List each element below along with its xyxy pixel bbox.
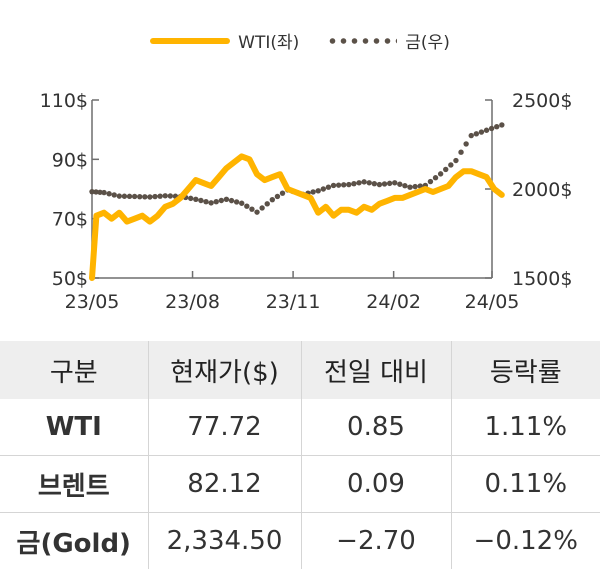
gold-series-point xyxy=(428,179,433,184)
gold-series-point xyxy=(254,209,259,214)
header-change: 전일 대비 xyxy=(301,341,451,399)
gold-series-point xyxy=(336,182,341,187)
gold-series-point xyxy=(280,190,285,195)
gold-series-point xyxy=(229,198,234,203)
gold-series-point xyxy=(249,206,254,211)
y-right-tick-label: 2000$ xyxy=(512,179,572,201)
y-right-tick-label: 1500$ xyxy=(512,268,572,290)
gold-series-point xyxy=(433,175,438,180)
gold-series-point xyxy=(316,188,321,193)
gold-series-point xyxy=(448,162,453,167)
gold-series-point xyxy=(489,126,494,131)
gold-series-point xyxy=(142,194,147,199)
gold-series-point xyxy=(412,184,417,189)
gold-series-point xyxy=(402,183,407,188)
gold-series-point xyxy=(356,180,361,185)
header-category: 구분 xyxy=(0,341,148,399)
gold-series-point xyxy=(157,193,162,198)
x-tick-label: 24/05 xyxy=(465,291,520,313)
gold-series-point xyxy=(361,179,366,184)
gold-series-point xyxy=(331,183,336,188)
gold-series-point xyxy=(208,200,213,205)
gold-series-point xyxy=(244,204,249,209)
row-price: 82.12 xyxy=(148,456,301,513)
gold-series-point xyxy=(469,133,474,138)
gold-series-point xyxy=(239,201,244,206)
gold-series-point xyxy=(499,122,504,127)
row-rate: 0.11% xyxy=(451,456,600,513)
gold-series-point xyxy=(101,190,106,195)
gold-series-point xyxy=(188,196,193,201)
price-table: 구분 현재가($) 전일 대비 등락률 WTI 77.72 0.85 1.11%… xyxy=(0,341,600,569)
gold-series-point xyxy=(270,197,275,202)
gold-series-point xyxy=(132,194,137,199)
y-left-tick-label: 70$ xyxy=(52,209,88,231)
gold-series-point xyxy=(458,150,463,155)
gold-series-point xyxy=(198,198,203,203)
gold-series-point xyxy=(326,185,331,190)
gold-series-point xyxy=(453,158,458,163)
row-change: 0.85 xyxy=(301,399,451,456)
gold-series-point xyxy=(152,194,157,199)
x-tick-label: 24/02 xyxy=(366,291,421,313)
gold-series-point xyxy=(219,198,224,203)
x-tick-label: 23/08 xyxy=(165,291,220,313)
gold-series-point xyxy=(392,180,397,185)
gold-series-point xyxy=(382,181,387,186)
chart-svg: 110$ 90$ 70$ 50$ 2500$ 2000$ 1500$ 23/05 23/08 23… xyxy=(0,0,600,340)
gold-series-point xyxy=(494,124,499,129)
gold-series-point xyxy=(463,141,468,146)
gold-series-point xyxy=(341,182,346,187)
gold-series-point xyxy=(479,129,484,134)
gold-series-point xyxy=(214,199,219,204)
gold-series-point xyxy=(147,194,152,199)
gold-series-point xyxy=(193,197,198,202)
gold-series-point xyxy=(112,192,117,197)
y-right-tick-label: 2500$ xyxy=(512,90,572,112)
gold-series-point xyxy=(443,167,448,172)
gold-series-point xyxy=(106,191,111,196)
row-rate: 1.11% xyxy=(451,399,600,456)
table-row-wti: WTI 77.72 0.85 1.11% xyxy=(0,399,600,456)
gold-series-point xyxy=(117,193,122,198)
gold-series-point xyxy=(259,205,264,210)
gold-series-point xyxy=(310,189,315,194)
gold-series-point xyxy=(387,181,392,186)
table-header-row: 구분 현재가($) 전일 대비 등락률 xyxy=(0,341,600,399)
gold-series-point xyxy=(484,128,489,133)
row-name: 브렌트 xyxy=(0,456,148,513)
gold-series-point xyxy=(168,193,173,198)
gold-series-point xyxy=(137,194,142,199)
gold-series-point xyxy=(377,182,382,187)
gold-series-point xyxy=(438,171,443,176)
gold-series-point xyxy=(224,197,229,202)
gold-series-point xyxy=(275,194,280,199)
y-left-tick-label: 50$ xyxy=(52,268,88,290)
gold-series-point xyxy=(321,186,326,191)
gold-series-point xyxy=(367,180,372,185)
x-tick-label: 23/05 xyxy=(65,291,120,313)
gold-series-point xyxy=(372,181,377,186)
gold-series-point xyxy=(127,194,132,199)
gold-series-point xyxy=(474,131,479,136)
row-name: WTI xyxy=(0,399,148,456)
row-price: 77.72 xyxy=(148,399,301,456)
y-left-tick-label: 110$ xyxy=(40,90,88,112)
gold-series-point xyxy=(346,182,351,187)
gold-series-point xyxy=(203,199,208,204)
gold-series-point xyxy=(265,201,270,206)
table-row-brent: 브렌트 82.12 0.09 0.11% xyxy=(0,456,600,513)
gold-series-point xyxy=(397,182,402,187)
gold-series-point xyxy=(234,199,239,204)
gold-series-point xyxy=(163,193,168,198)
y-left-tick-label: 90$ xyxy=(52,149,88,171)
row-change: 0.09 xyxy=(301,456,451,513)
gold-series-point xyxy=(351,181,356,186)
header-rate: 등락률 xyxy=(451,341,600,399)
gold-series-point xyxy=(407,185,412,190)
header-price: 현재가($) xyxy=(148,341,301,399)
chart-area: WTI(좌) 금(우) 110$90$70$50$2500$2000$1500$… xyxy=(0,0,600,340)
x-tick-label: 23/11 xyxy=(266,291,321,313)
gold-series-point xyxy=(122,194,127,199)
